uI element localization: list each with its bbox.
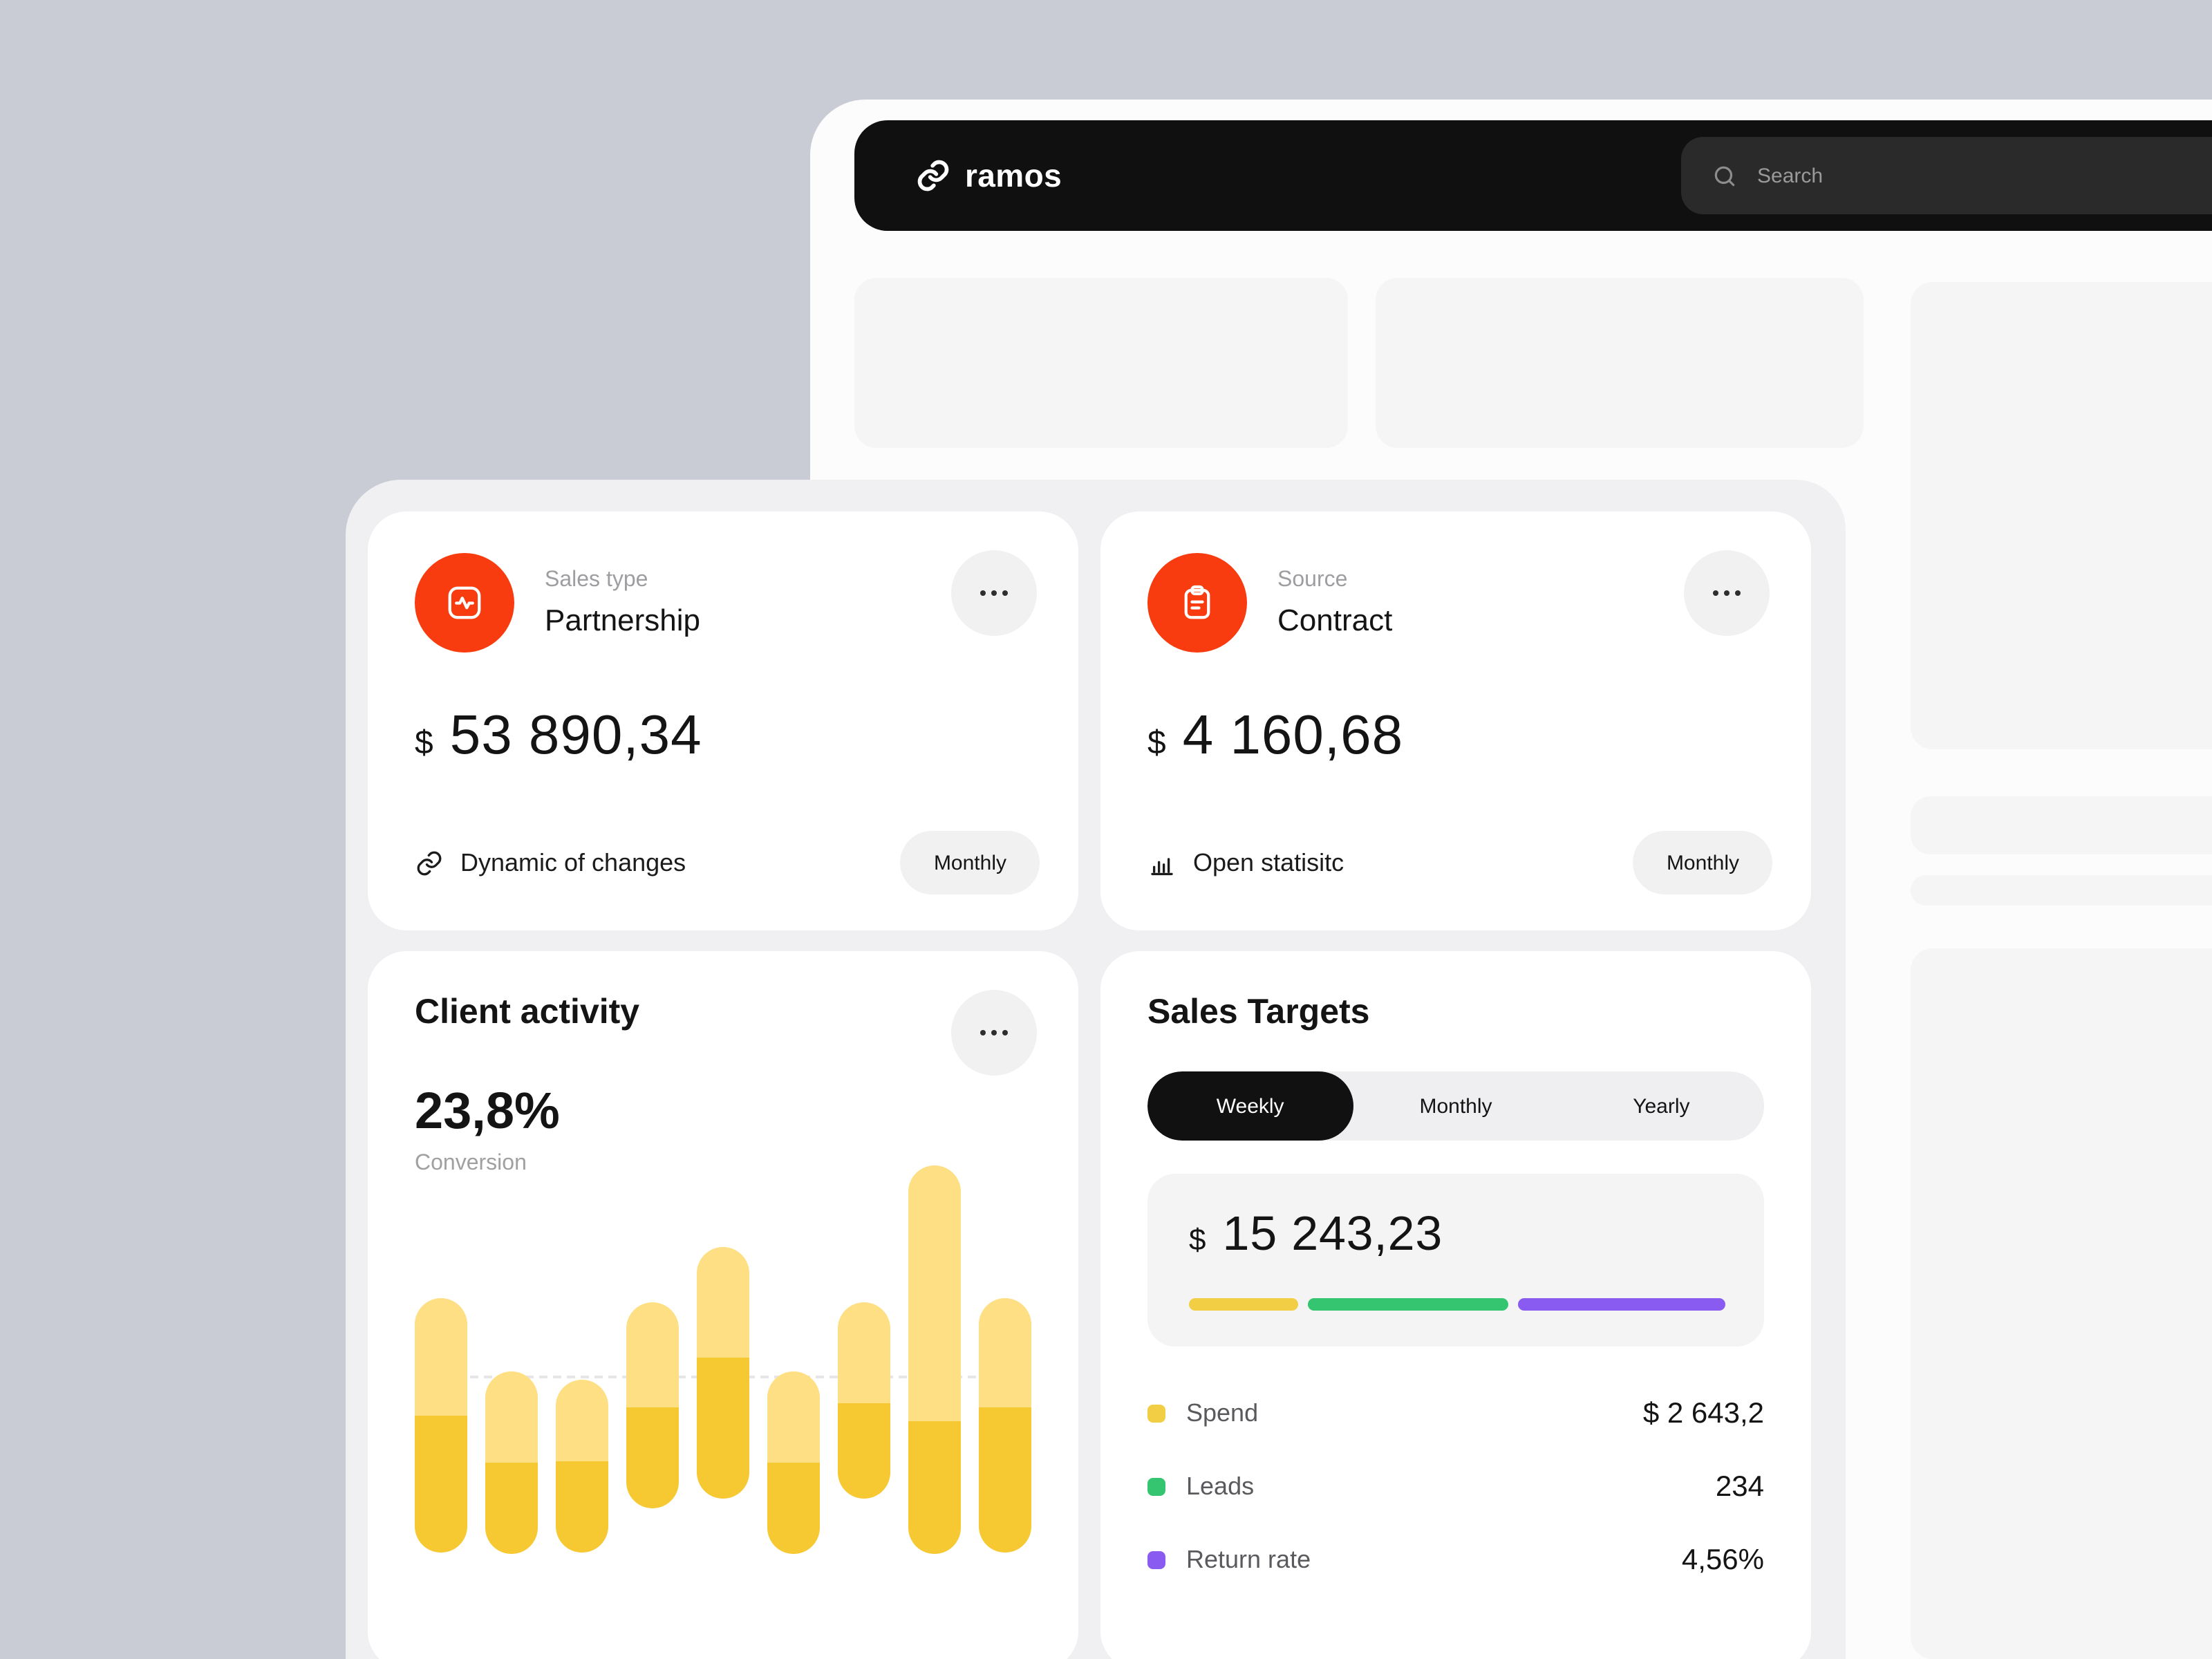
card-header: Sales type Partnership	[415, 553, 1037, 653]
more-button[interactable]	[1684, 550, 1770, 636]
amount-row: $ 15 243,23	[1189, 1207, 1725, 1262]
chart-bar	[979, 1297, 1031, 1553]
card-labels: Sales type Partnership	[545, 568, 700, 638]
logo[interactable]: ramos	[915, 157, 1062, 194]
footer-link[interactable]: Open statisitc	[1147, 848, 1344, 877]
targets-legend: Spend $ 2 643,2 Leads 234 Return rate 4,…	[1147, 1377, 1764, 1597]
period-selector[interactable]: Monthly	[1633, 831, 1772, 894]
legend-label: Return rate	[1186, 1546, 1311, 1573]
ellipsis-icon	[980, 590, 1008, 596]
legend-value: $ 2 643,2	[1642, 1397, 1764, 1429]
chart-bar	[908, 1165, 961, 1553]
conversion-value: 23,8%	[415, 1082, 560, 1139]
footer-link-label: Dynamic of changes	[460, 848, 686, 876]
footer-link-label: Open statisitc	[1193, 848, 1344, 876]
legend-row: Leads 234	[1147, 1450, 1764, 1524]
chart-bar	[767, 1371, 820, 1553]
legend-label: Leads	[1186, 1472, 1255, 1500]
card-footer: Open statisitc Monthly	[1147, 831, 1772, 894]
top-nav-bar: ramos	[854, 120, 2212, 231]
chart-bar	[626, 1302, 679, 1508]
period-selector[interactable]: Monthly	[900, 831, 1040, 894]
currency-sign: $	[1147, 724, 1166, 762]
more-button[interactable]	[951, 550, 1037, 636]
legend-label: Spend	[1186, 1399, 1259, 1427]
sales-targets-card: Sales Targets Weekly Monthly Yearly $ 15…	[1100, 951, 1811, 1659]
chart-bar	[838, 1302, 890, 1499]
search-bar[interactable]	[1681, 137, 2212, 214]
chart-bar	[485, 1371, 538, 1553]
currency-sign: $	[415, 724, 433, 762]
right-rail-bar	[1911, 875, 2212, 906]
source-card: Source Contract $ 4 160,68 Open statisit…	[1100, 512, 1811, 930]
card-title: Sales Targets	[1147, 993, 1370, 1031]
legend-dot-leads	[1147, 1478, 1165, 1496]
chart-bar	[415, 1297, 467, 1553]
card-labels: Source Contract	[1277, 568, 1392, 638]
right-rail-panel	[1911, 282, 2212, 749]
progress-segment	[1189, 1298, 1298, 1311]
card-header: Source Contract	[1147, 553, 1770, 653]
progress-segment	[1518, 1298, 1725, 1311]
footer-link[interactable]: Dynamic of changes	[415, 848, 686, 877]
amount-value: 4 160,68	[1182, 705, 1404, 766]
placeholder-card	[854, 278, 1348, 448]
legend-value: 234	[1715, 1470, 1764, 1502]
legend-row: Return rate 4,56%	[1147, 1524, 1764, 1597]
legend-dot-return-rate	[1147, 1551, 1165, 1569]
chart-bar	[556, 1380, 608, 1553]
clipboard-icon	[1147, 553, 1247, 653]
sales-type-card: Sales type Partnership $ 53 890,34 Dynam…	[368, 512, 1078, 930]
currency-sign: $	[1189, 1222, 1206, 1257]
more-button[interactable]	[951, 990, 1037, 1076]
logo-text: ramos	[965, 157, 1062, 193]
tab-yearly[interactable]: Yearly	[1559, 1071, 1764, 1141]
amount-value: 15 243,23	[1222, 1207, 1443, 1261]
right-rail-panel	[1911, 948, 2212, 1659]
legend-dot-spend	[1147, 1405, 1165, 1423]
card-value: Contract	[1277, 602, 1393, 637]
activity-icon	[415, 553, 514, 653]
amount-row: $ 53 890,34	[415, 705, 1037, 767]
search-icon	[1714, 165, 1735, 186]
tab-weekly[interactable]: Weekly	[1147, 1071, 1353, 1141]
placeholder-card	[1376, 278, 1864, 448]
ellipsis-icon	[1713, 590, 1741, 596]
card-label: Source	[1277, 568, 1348, 591]
ellipsis-icon	[980, 1030, 1008, 1035]
search-input[interactable]	[1754, 162, 2141, 189]
tab-monthly[interactable]: Monthly	[1353, 1071, 1558, 1141]
card-value: Partnership	[545, 602, 701, 637]
card-footer: Dynamic of changes Monthly	[415, 831, 1040, 894]
link-icon	[917, 160, 949, 191]
bar-chart-icon	[1151, 857, 1173, 875]
right-rail-bar	[1911, 796, 2212, 854]
client-activity-card: Client activity 23,8% Conversion	[368, 951, 1078, 1659]
link-icon	[417, 850, 442, 875]
conversion-label: Conversion	[415, 1152, 527, 1175]
legend-value: 4,56%	[1681, 1544, 1764, 1575]
target-summary: $ 15 243,23	[1147, 1174, 1764, 1347]
targets-progress	[1189, 1298, 1725, 1311]
amount-value: 53 890,34	[449, 705, 702, 766]
card-label: Sales type	[545, 568, 648, 591]
card-title: Client activity	[415, 993, 640, 1031]
period-tabs: Weekly Monthly Yearly	[1147, 1071, 1764, 1141]
amount-row: $ 4 160,68	[1147, 705, 1770, 767]
chart-bar	[697, 1247, 749, 1499]
progress-segment	[1307, 1298, 1509, 1311]
activity-bar-chart	[409, 1165, 1037, 1622]
legend-row: Spend $ 2 643,2	[1147, 1377, 1764, 1450]
